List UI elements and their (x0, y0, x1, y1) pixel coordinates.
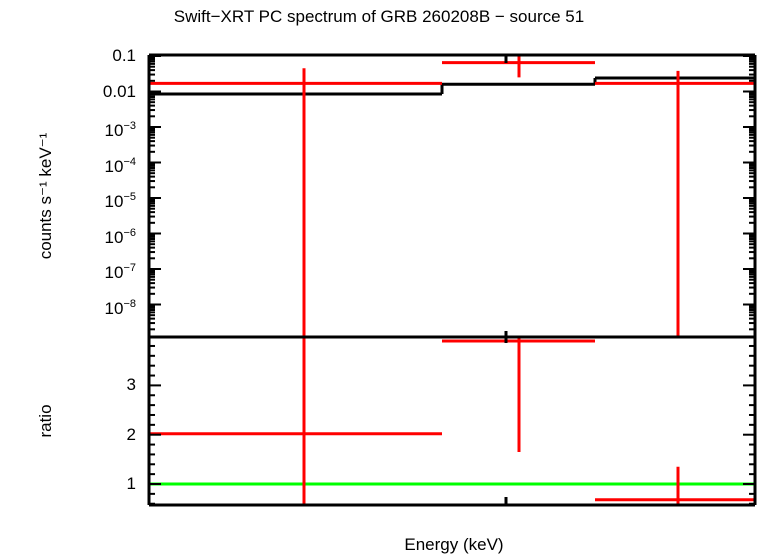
ratio-tick-label: 2 (126, 424, 136, 444)
ratio-tick-label: 1 (126, 474, 136, 493)
y-axis-label-counts: counts s⁻¹ keV⁻¹ (36, 132, 55, 260)
y-tick-label: 0.1 (112, 46, 136, 65)
y-tick-label: 10−7 (104, 262, 136, 282)
y-tick-label: 10−6 (104, 226, 136, 247)
ratio-tick-label: 3 (126, 375, 136, 395)
y-tick-label: 10−4 (104, 155, 136, 176)
y-tick-label: 10−8 (104, 297, 136, 318)
x-axis-label: Energy (keV) (404, 535, 504, 554)
y-tick-label: 10−3 (104, 120, 136, 140)
y-tick-label: 0.01 (102, 81, 136, 101)
chart-title: Swift−XRT PC spectrum of GRB 260208B − s… (173, 7, 585, 26)
y-tick-label: 10−5 (104, 191, 136, 211)
y-axis-label-ratio: ratio (36, 404, 55, 438)
